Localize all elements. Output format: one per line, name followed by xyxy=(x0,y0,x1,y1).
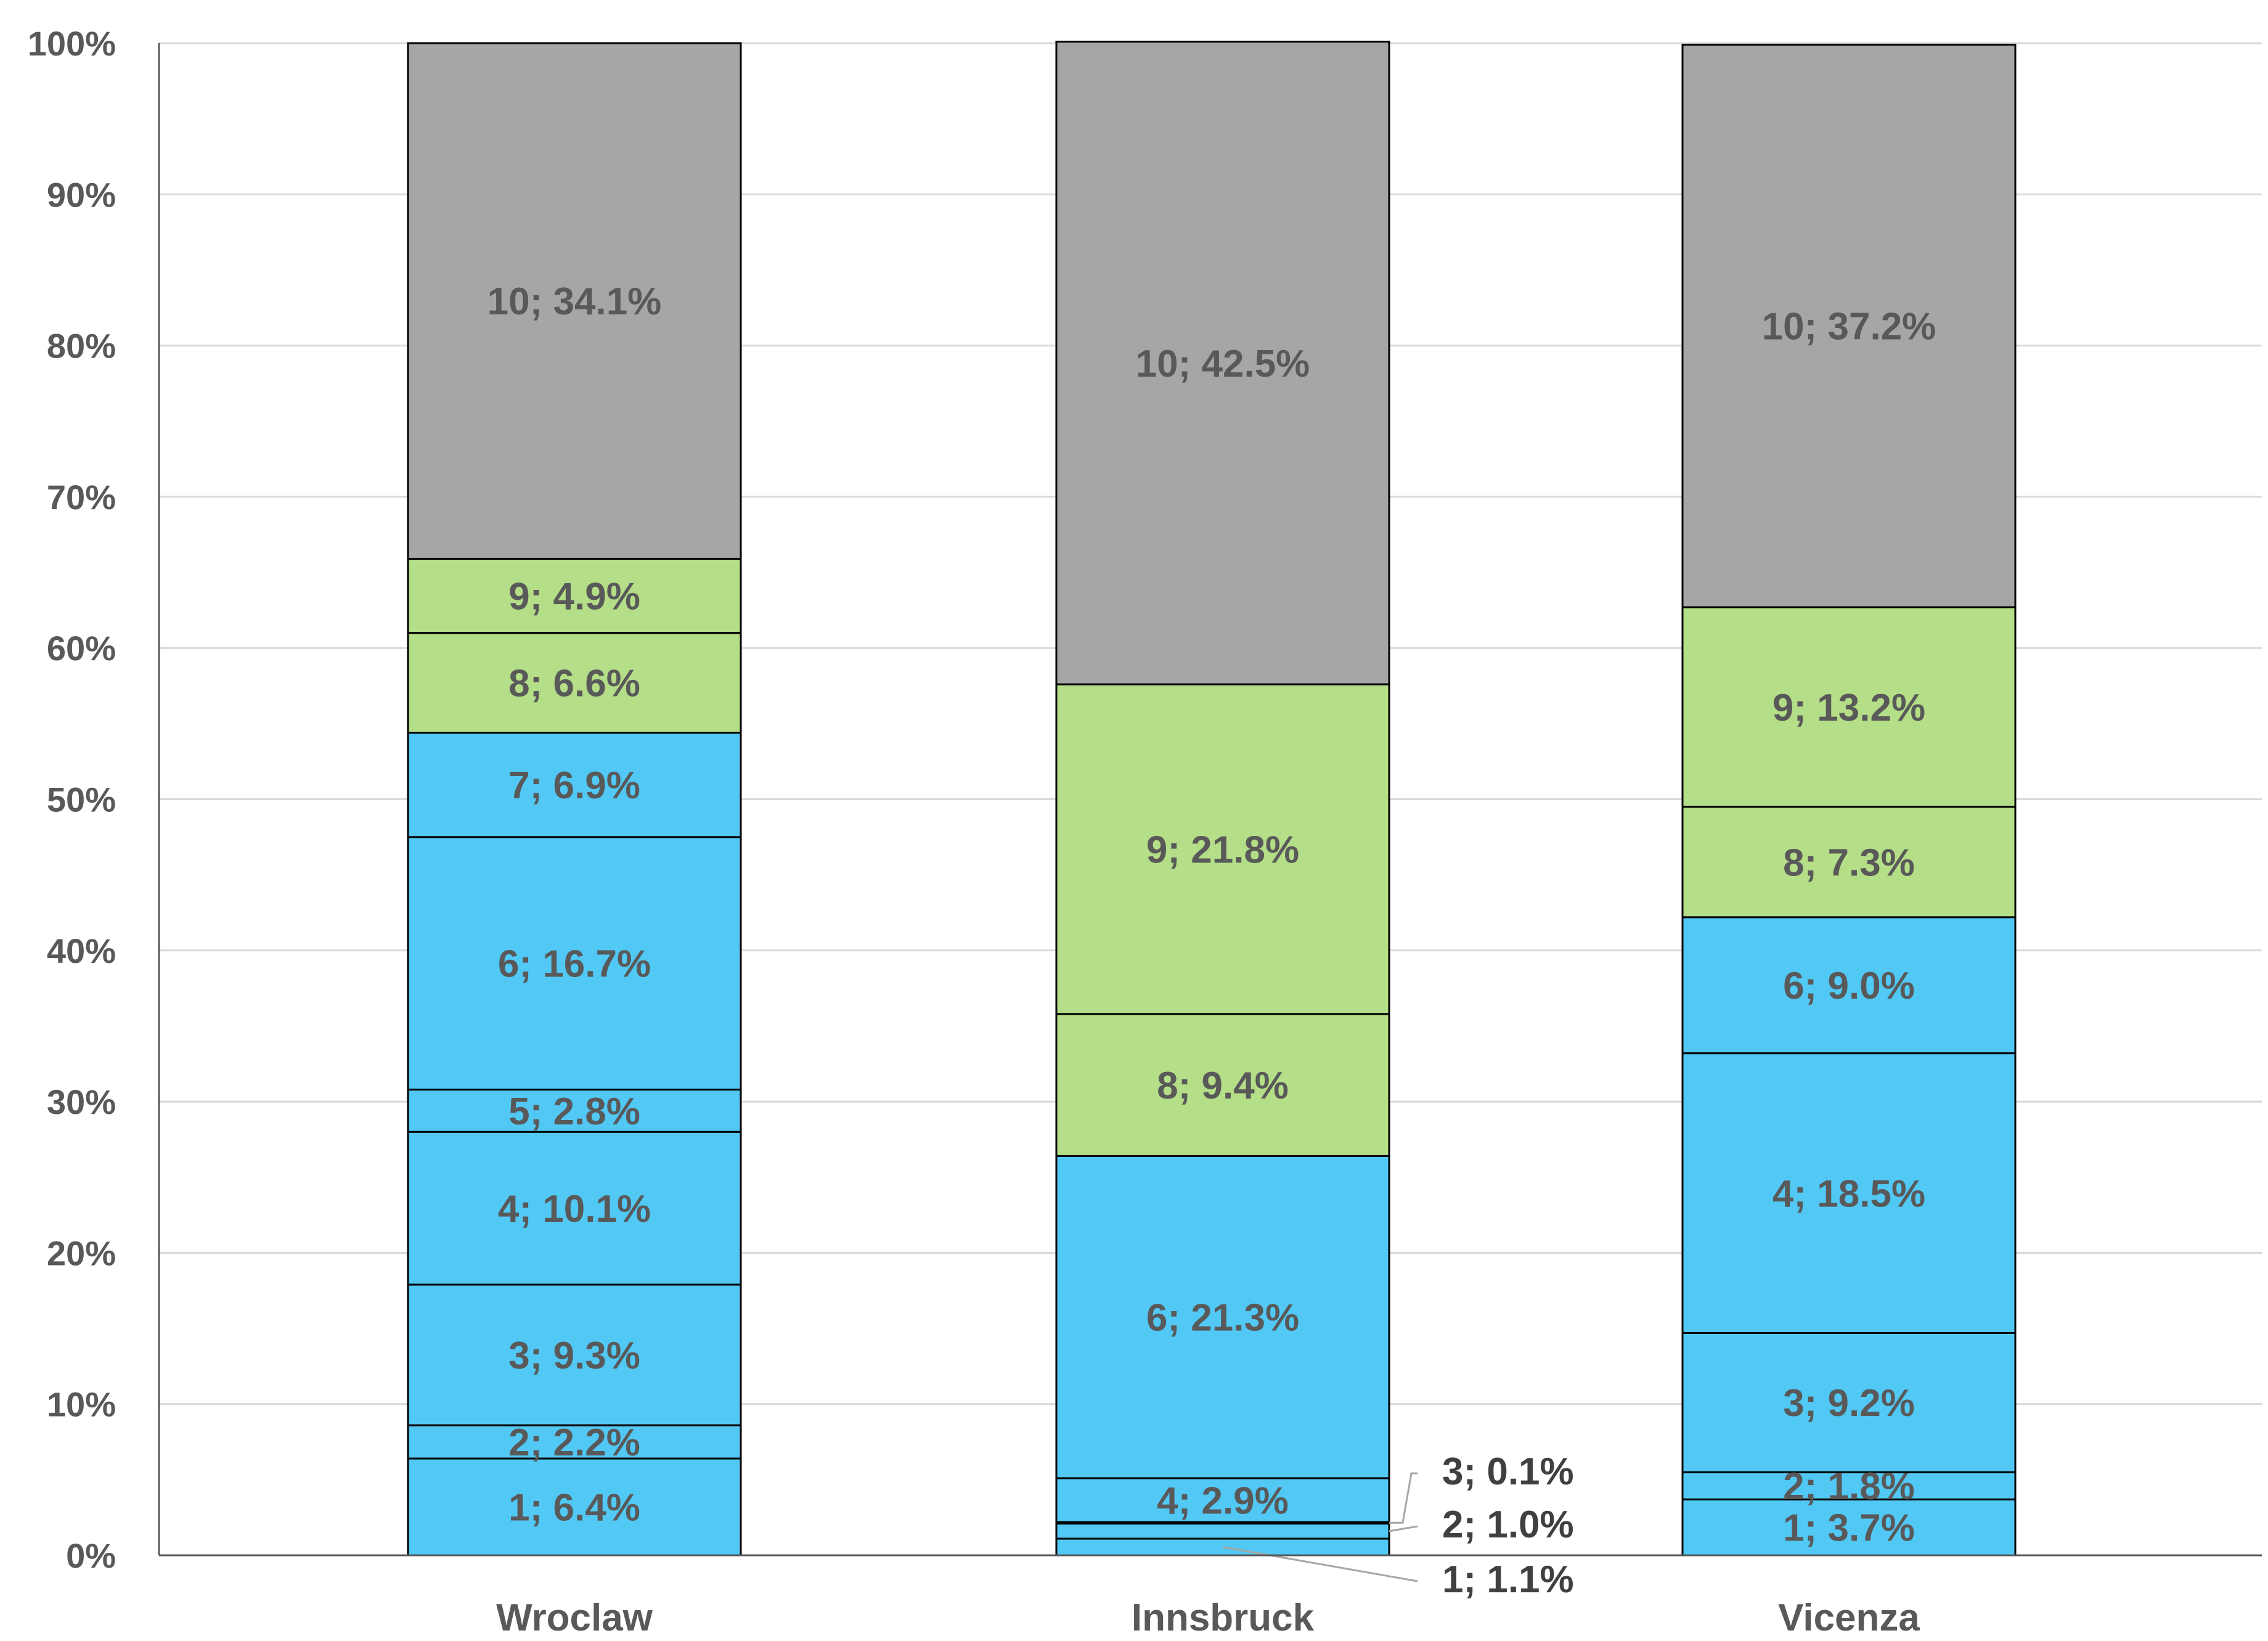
y-tick-label: 0% xyxy=(66,1536,116,1575)
data-label: 10; 34.1% xyxy=(487,280,662,323)
y-tick-label: 80% xyxy=(47,327,116,366)
data-label: 9; 13.2% xyxy=(1772,687,1925,729)
bar-segment xyxy=(407,1131,742,1286)
y-tick-label: 20% xyxy=(47,1234,116,1272)
x-category-label: Vicenza xyxy=(1778,1597,1920,1639)
data-label: 4; 2.9% xyxy=(1157,1479,1289,1522)
bar-segment xyxy=(407,1088,742,1133)
bar-segment xyxy=(1681,916,2017,1055)
y-tick-label: 10% xyxy=(47,1385,116,1424)
bar-segment xyxy=(1681,43,2017,608)
bar-segment xyxy=(1681,606,2017,808)
bar-segment xyxy=(1055,1522,1390,1540)
leader-line xyxy=(1222,1546,1418,1582)
data-label: 2; 1.0% xyxy=(1442,1504,1574,1546)
bar-segment xyxy=(407,557,742,634)
bar-segment xyxy=(1055,41,1390,685)
axes: 0% 10% 20% 30% 40% 50% 60% 70% 80% 90% 100% Wroclaw… xyxy=(28,24,2262,1639)
x-category-label: Innsbruck xyxy=(1132,1597,1315,1639)
data-label: 7; 6.9% xyxy=(508,764,640,807)
bar-segment xyxy=(1681,806,2017,919)
bar-segment xyxy=(1055,1155,1390,1479)
bar-segment xyxy=(1681,1332,2017,1473)
y-tick-label: 30% xyxy=(47,1082,116,1121)
bar-segment xyxy=(407,1283,742,1426)
data-label: 2; 2.2% xyxy=(508,1422,640,1464)
data-label: 3; 9.2% xyxy=(1783,1382,1915,1425)
bar-stacks xyxy=(407,41,2017,1557)
bar-segment xyxy=(407,632,742,734)
y-tick-label: 100% xyxy=(28,24,116,63)
data-label: 8; 7.3% xyxy=(1783,841,1915,884)
data-label: 1; 3.7% xyxy=(1783,1507,1915,1550)
bar-segment xyxy=(1055,1477,1390,1523)
data-label: 4; 18.5% xyxy=(1772,1173,1925,1216)
data-label: 6; 16.7% xyxy=(498,943,651,986)
data-label: 6; 9.0% xyxy=(1783,965,1915,1007)
data-label: 5; 2.8% xyxy=(508,1091,640,1133)
bar-segment xyxy=(407,42,742,560)
data-label: 9; 4.9% xyxy=(508,576,640,618)
leader-lines xyxy=(1222,1472,1418,1582)
data-label: 4; 10.1% xyxy=(498,1188,651,1230)
data-label: 3; 9.3% xyxy=(508,1335,640,1377)
leader-line xyxy=(1389,1472,1418,1524)
data-label: 8; 6.6% xyxy=(508,663,640,705)
y-tick-label: 50% xyxy=(47,780,116,819)
bar-segment xyxy=(407,836,742,1091)
bar-segment xyxy=(1681,1052,2017,1334)
y-tick-label: 70% xyxy=(47,478,116,517)
data-label: 10; 37.2% xyxy=(1762,306,1936,348)
data-label: 9; 21.8% xyxy=(1146,829,1299,871)
y-tick-label: 60% xyxy=(47,629,116,668)
leader-line xyxy=(1389,1525,1418,1533)
bar-segment xyxy=(1681,1498,2017,1557)
bar-segment xyxy=(1055,1013,1390,1157)
data-label: 8; 9.4% xyxy=(1157,1065,1289,1107)
data-label: 1; 6.4% xyxy=(508,1487,640,1529)
data-label: 1; 1.1% xyxy=(1442,1558,1574,1601)
data-label: 10; 42.5% xyxy=(1136,343,1310,385)
bar-segment xyxy=(1055,683,1390,1015)
data-labels: 1; 6.4% 2; 2.2% 3; 9.3% 4; 10.1% 5; 2.8% 6; 1… xyxy=(487,280,1936,1601)
data-label: 6; 21.3% xyxy=(1146,1297,1299,1340)
y-tick-label: 90% xyxy=(47,175,116,214)
data-label: 2; 1.8% xyxy=(1783,1465,1915,1508)
y-tick-label: 40% xyxy=(47,931,116,970)
data-label: 3; 0.1% xyxy=(1442,1451,1574,1493)
x-category-label: Wroclaw xyxy=(496,1597,653,1639)
bar-segment xyxy=(407,732,742,838)
